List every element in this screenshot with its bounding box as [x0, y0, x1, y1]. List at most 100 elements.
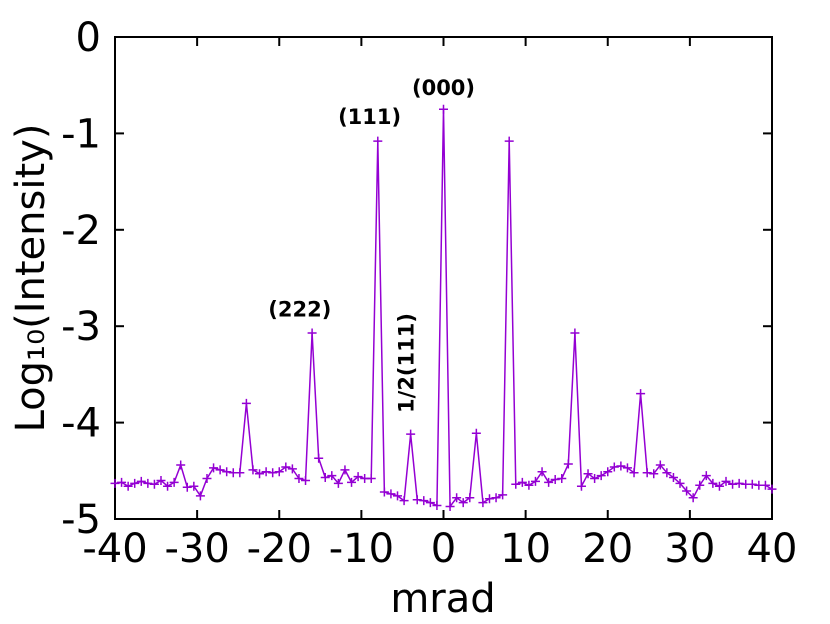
data-point-marker — [609, 462, 619, 472]
data-point-marker — [701, 471, 711, 481]
data-point-marker — [675, 478, 685, 488]
data-point-marker — [662, 468, 672, 478]
data-point-marker — [728, 479, 738, 489]
data-point-marker — [425, 498, 435, 508]
data-point-marker — [235, 468, 245, 478]
data-point-marker — [760, 480, 770, 490]
data-point-marker — [215, 465, 225, 475]
x-tick-label: 20 — [582, 526, 633, 572]
data-point-marker — [544, 477, 554, 487]
data-point-marker — [478, 498, 488, 508]
data-point-marker — [268, 468, 278, 478]
data-point-marker — [524, 480, 534, 490]
data-point-marker — [386, 489, 396, 499]
data-point-marker — [333, 478, 343, 488]
data-point-marker — [307, 328, 317, 338]
x-tick-label: 10 — [500, 526, 551, 572]
data-point-marker — [458, 498, 468, 508]
data-point-marker — [248, 465, 258, 475]
data-point-marker — [445, 501, 455, 511]
data-point-marker — [668, 473, 678, 483]
data-point-marker — [202, 474, 212, 484]
peak-annotation: (111) — [338, 105, 401, 129]
data-point-marker — [110, 478, 120, 488]
data-point-marker — [314, 453, 324, 463]
data-point-marker — [274, 467, 284, 477]
data-point-marker — [123, 481, 133, 491]
data-point-marker — [616, 461, 626, 471]
data-point-marker — [642, 468, 652, 478]
data-point-marker — [241, 398, 251, 408]
data-point-marker — [452, 493, 462, 503]
peak-annotation: (000) — [412, 76, 475, 100]
data-point-marker — [682, 486, 692, 496]
data-point-marker — [649, 469, 659, 479]
data-point-marker — [379, 487, 389, 497]
y-tick-label: -3 — [61, 304, 101, 350]
data-point-marker — [511, 479, 521, 489]
x-tick-label: -40 — [82, 526, 147, 572]
data-point-marker — [583, 469, 593, 479]
series-group — [110, 104, 777, 511]
data-point-marker — [471, 428, 481, 438]
data-point-marker — [366, 474, 376, 484]
data-point-marker — [747, 479, 757, 489]
data-point-marker — [117, 477, 127, 487]
data-point-marker — [176, 460, 186, 470]
data-point-marker — [537, 467, 547, 477]
data-point-marker — [465, 493, 475, 503]
data-point-marker — [209, 463, 219, 473]
data-point-marker — [419, 496, 429, 506]
data-point-marker — [406, 429, 416, 439]
y-tick-label: -5 — [61, 497, 101, 543]
data-point-marker — [149, 479, 159, 489]
data-point-marker — [767, 484, 777, 494]
data-point-marker — [714, 481, 724, 491]
data-point-marker — [484, 494, 494, 504]
axis-tick-labels: -40 -30 -20 -10 0 10 20 30 40 0 -1 -2 -3 -4 -5 — [61, 15, 797, 572]
data-point-marker — [347, 477, 357, 487]
data-point-marker — [294, 474, 304, 484]
annotations-group: (000) (111) (222) 1/2(111) — [268, 76, 475, 413]
data-point-marker — [340, 465, 350, 475]
data-point-marker — [163, 481, 173, 491]
y-tick-label: -1 — [61, 111, 101, 157]
data-point-marker — [622, 463, 632, 473]
data-point-marker — [530, 476, 540, 486]
data-point-marker — [590, 474, 600, 484]
peak-annotation: (222) — [268, 298, 331, 322]
data-point-marker — [130, 478, 140, 488]
data-point-marker — [373, 136, 383, 146]
data-point-marker — [182, 482, 192, 492]
x-tick-label: 40 — [747, 526, 798, 572]
x-tick-label: 30 — [664, 526, 715, 572]
data-point-marker — [629, 468, 639, 478]
data-point-marker — [721, 476, 731, 486]
data-point-marker — [301, 475, 311, 485]
data-point-marker — [393, 491, 403, 501]
x-tick-label: -20 — [247, 526, 312, 572]
data-point-marker — [327, 471, 337, 481]
data-point-marker — [353, 472, 363, 482]
data-point-marker — [255, 469, 265, 479]
data-point-marker — [517, 477, 527, 487]
data-point-marker — [491, 493, 501, 503]
data-point-marker — [136, 476, 146, 486]
series-line — [114, 109, 773, 509]
data-point-marker — [498, 490, 508, 500]
data-point-marker — [222, 467, 232, 477]
data-point-marker — [432, 501, 442, 511]
data-point-marker — [143, 478, 153, 488]
data-point-marker — [603, 467, 613, 477]
peak-annotation: 1/2(111) — [395, 313, 419, 413]
data-point-marker — [695, 480, 705, 490]
x-tick-label: -30 — [164, 526, 229, 572]
data-point-marker — [399, 496, 409, 506]
data-point-marker — [320, 473, 330, 483]
data-point-marker — [734, 478, 744, 488]
y-tick-label: 0 — [76, 15, 101, 61]
data-point-marker — [189, 481, 199, 491]
data-point-marker — [570, 328, 580, 338]
y-axis-title: Log₁₀(Intensity) — [8, 124, 54, 433]
